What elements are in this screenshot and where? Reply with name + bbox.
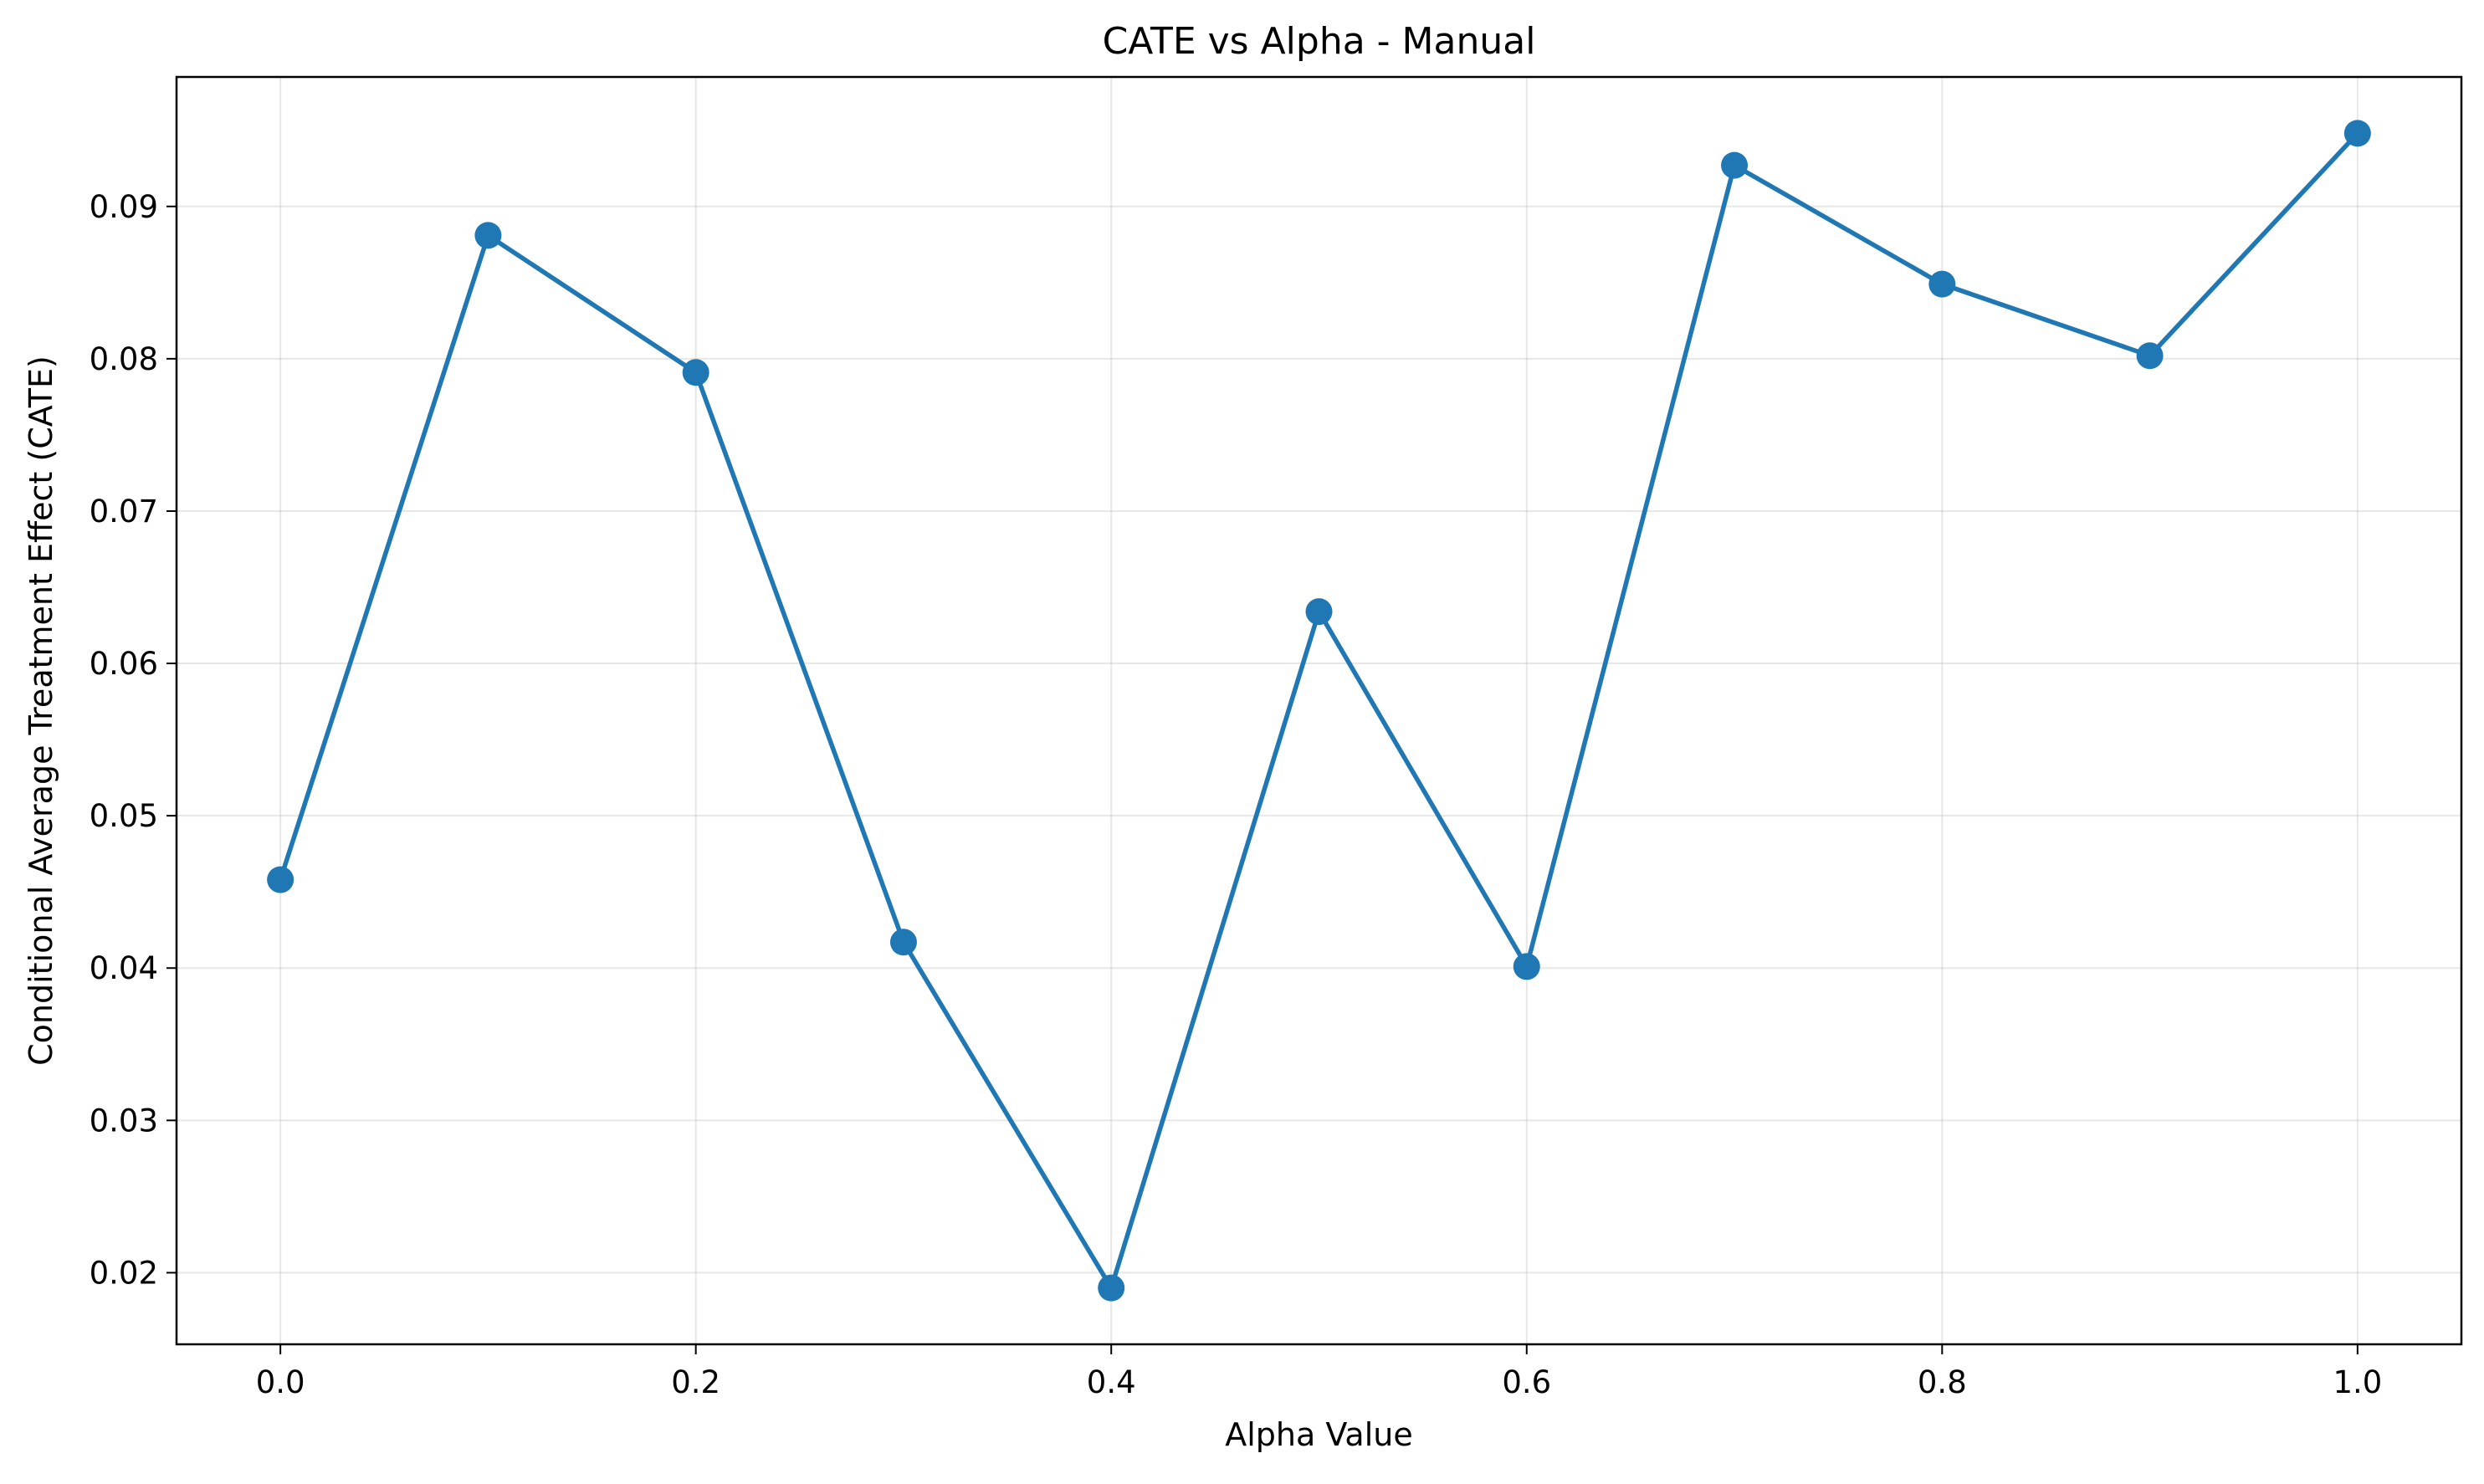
data-point xyxy=(889,929,917,956)
x-tick-label: 1.0 xyxy=(2333,1364,2382,1400)
data-point xyxy=(267,866,294,893)
y-tick-label: 0.02 xyxy=(90,1255,158,1291)
x-tick-label: 0.6 xyxy=(1502,1364,1551,1400)
chart-title: CATE vs Alpha - Manual xyxy=(1103,20,1536,63)
data-point xyxy=(474,222,502,249)
plot-frame xyxy=(175,75,2463,1346)
x-tick-label: 0.0 xyxy=(256,1364,305,1400)
y-tick-label: 0.07 xyxy=(90,494,158,530)
data-point xyxy=(1928,270,1956,298)
y-axis-ticks: 0.02 0.03 0.04 0.05 0.06 0.07 0.08 0.09 xyxy=(90,189,177,1291)
x-tick-label: 0.2 xyxy=(671,1364,720,1400)
grid-lines xyxy=(177,77,2461,1344)
y-tick-label: 0.09 xyxy=(90,189,158,225)
y-axis-label: Conditional Average Treatment Effect (CA… xyxy=(23,356,59,1066)
data-point xyxy=(1305,598,1333,626)
series-layer xyxy=(267,120,2371,1302)
y-tick-label: 0.06 xyxy=(90,646,158,682)
data-point xyxy=(1098,1274,1125,1302)
data-point xyxy=(1513,953,1540,980)
data-point xyxy=(1721,151,1749,179)
y-tick-label: 0.03 xyxy=(90,1103,158,1139)
x-tick-label: 0.8 xyxy=(1918,1364,1967,1400)
data-point xyxy=(2136,342,2164,370)
y-tick-label: 0.08 xyxy=(90,341,158,377)
x-axis-label: Alpha Value xyxy=(1225,1416,1412,1453)
data-point xyxy=(682,359,709,386)
y-tick-label: 0.04 xyxy=(90,950,158,986)
x-tick-label: 0.4 xyxy=(1087,1364,1136,1400)
y-tick-label: 0.05 xyxy=(90,798,158,834)
x-axis-ticks: 0.0 0.2 0.4 0.6 0.8 1.0 xyxy=(256,1344,2382,1400)
data-point xyxy=(2343,120,2371,147)
